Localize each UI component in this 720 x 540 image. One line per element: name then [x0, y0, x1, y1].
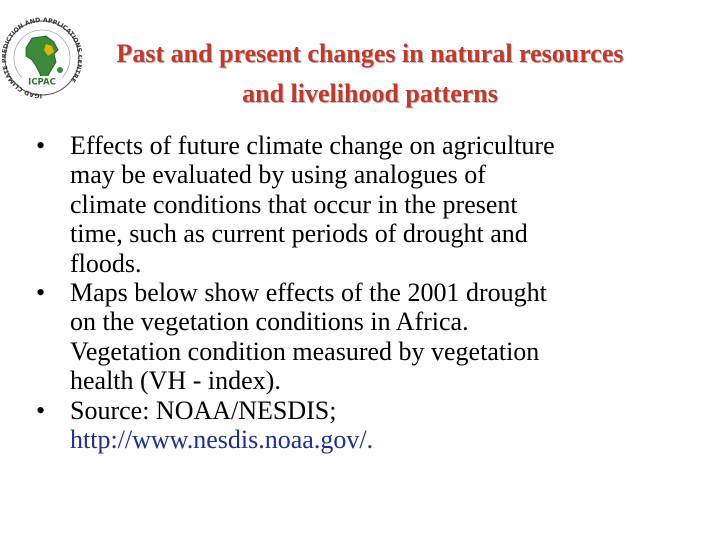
bullet-icon: • [36, 131, 46, 160]
bullet-item-1: • Effects of future climate change on ag… [0, 131, 720, 278]
bullet-icon: • [36, 395, 46, 425]
bullet-item-2: • Maps below show effects of the 2001 dr… [0, 278, 720, 396]
bullet-list: • Effects of future climate change on ag… [0, 131, 720, 454]
bullet-text: on the vegetation conditions in Africa. [70, 307, 469, 337]
bullet-text: floods. [70, 248, 142, 278]
title-line-2: and livelihood patterns [242, 79, 498, 108]
bullet-text: Source: NOAA/NESDIS; [70, 395, 337, 425]
source-link[interactable]: http://www.nesdis.noaa.gov/. [70, 425, 374, 455]
bullet-text: may be evaluated by using analogues of [70, 160, 486, 190]
bullet-text: Effects of future climate change on agri… [70, 131, 555, 160]
bullet-text: climate conditions that occur in the pre… [70, 189, 518, 219]
bullet-text: health (VH - index). [70, 366, 281, 396]
bullet-item-3: • Source: NOAA/NESDIS; http://www.nesdis… [0, 396, 720, 455]
title-line-1: Past and present changes in natural reso… [116, 39, 624, 68]
bullet-text: Maps below show effects of the 2001 drou… [70, 278, 547, 308]
slide-title: Past and present changes in natural reso… [30, 34, 710, 114]
bullet-icon: • [36, 278, 46, 308]
icpac-africa-logo-icon: IGAD CLIMATE PREDICTION AND APPLICATIONS… [2, 17, 82, 99]
bullet-text: Vegetation condition measured by vegetat… [70, 336, 540, 366]
bullet-text: time, such as current periods of drought… [70, 219, 528, 249]
logo-acronym: ICPAC [28, 78, 56, 88]
